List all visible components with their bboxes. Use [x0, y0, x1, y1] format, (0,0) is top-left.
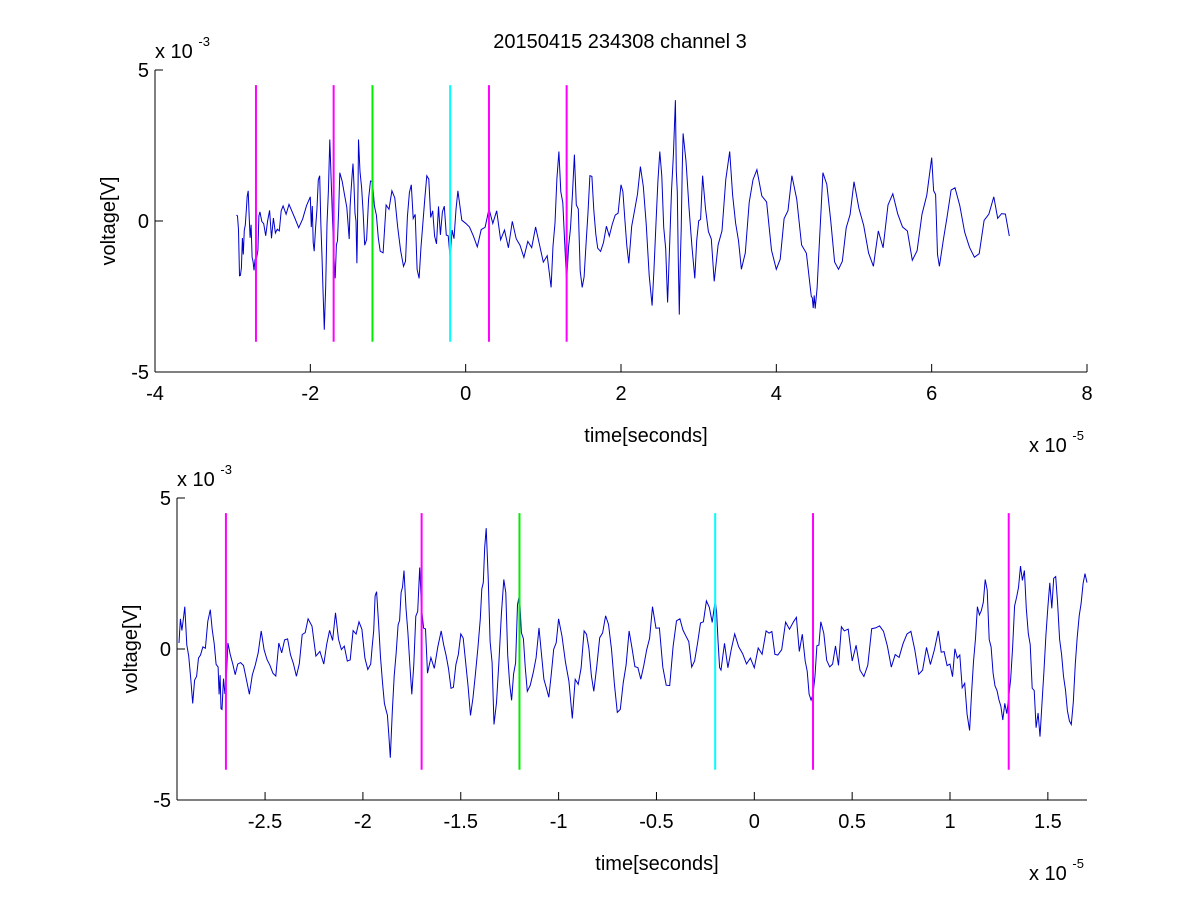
x-axis-label: time[seconds]	[595, 853, 718, 875]
y-tick-label: 5	[138, 60, 149, 82]
y-tick-label: 5	[160, 488, 171, 510]
x-exponent-label: x 10 -5	[1029, 856, 1084, 885]
plots-group: -4 -2 0 2 4 6 8 -5 0 5 time[seconds] voltage[V] x 10…	[98, 34, 1093, 885]
x-tick-label: -2.5	[248, 811, 282, 833]
x-tick-label: 1.5	[1034, 811, 1062, 833]
x-tick-label: 4	[771, 383, 782, 405]
y-exponent-power: -3	[220, 462, 232, 477]
y-tick-label: 0	[138, 211, 149, 233]
x-tick-label: 1	[944, 811, 955, 833]
y-axis-label: voltage[V]	[98, 177, 120, 266]
figure-title: 20150415 234308 channel 3	[493, 31, 747, 53]
x-tick-label: 0	[460, 383, 471, 405]
x-tick-label: 2	[615, 383, 626, 405]
x-exponent-power: -5	[1072, 856, 1084, 871]
x-tick-label: 0.5	[838, 811, 866, 833]
y-axis-label: voltage[V]	[120, 605, 142, 694]
x-tick-label: -0.5	[639, 811, 673, 833]
x-tick-label: -1	[550, 811, 568, 833]
y-tick-label: -5	[131, 362, 149, 384]
x-tick-label: -2	[301, 383, 319, 405]
x-tick-label: 8	[1081, 383, 1092, 405]
y-exponent-power: -3	[198, 34, 210, 49]
x-exponent-power: -5	[1072, 428, 1084, 443]
y-tick-label: 0	[160, 639, 171, 661]
x-tick-label: -4	[146, 383, 164, 405]
y-exponent-label: x 10 -3	[177, 462, 232, 491]
voltage-trace	[178, 528, 1088, 758]
y-tick-label: -5	[153, 790, 171, 812]
x-tick-label: -2	[354, 811, 372, 833]
y-exponent-label: x 10 -3	[155, 34, 210, 63]
x-tick-label: 0	[749, 811, 760, 833]
x-tick-label: -1.5	[444, 811, 478, 833]
voltage-trace	[236, 100, 1010, 330]
x-axis-label: time[seconds]	[584, 425, 707, 447]
subplot-1: -4 -2 0 2 4 6 8 -5 0 5 time[seconds] voltage[V] x 10…	[98, 34, 1093, 457]
x-exponent-label: x 10 -5	[1029, 428, 1084, 457]
subplot-2: -2.5 -2 -1.5 -1 -0.5 0 0.5 1 1.5 -5 0 5 time[seconds…	[120, 462, 1088, 885]
x-tick-label: 6	[926, 383, 937, 405]
